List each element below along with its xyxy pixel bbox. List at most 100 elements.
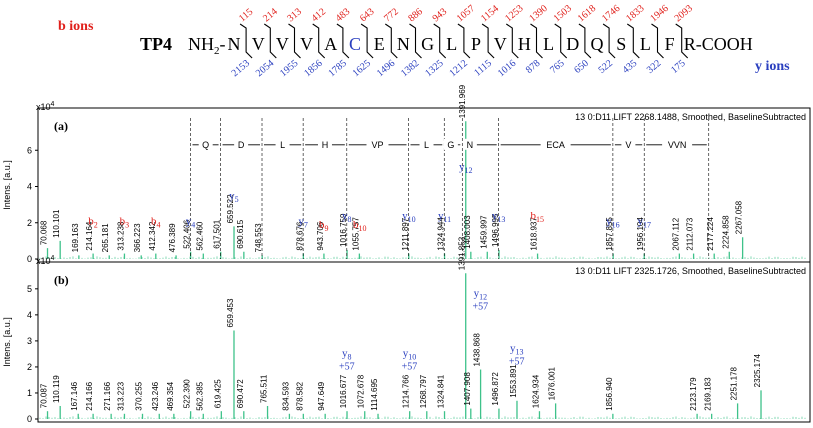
ion-index: 7 <box>304 221 308 230</box>
peak-label: 1072.678 <box>357 374 366 408</box>
cleavage-bracket <box>457 23 471 59</box>
residue-label-bg <box>234 138 249 150</box>
ion-letter: b <box>88 216 94 228</box>
ion-annotation: b3 <box>120 216 130 230</box>
baseline-noise <box>39 256 806 259</box>
ion-index: 5 <box>235 195 239 204</box>
y-ion-mass: 1496 <box>375 58 397 79</box>
residue-label-bg <box>275 138 290 150</box>
ion-letter: y <box>342 348 348 360</box>
b-ion-mass: 214 <box>261 6 280 24</box>
y-scale-base: x10 <box>36 102 51 112</box>
peak-label: 947.649 <box>317 381 326 410</box>
b-ion-mass: 643 <box>358 6 377 24</box>
y-ion-mass: 1016 <box>496 58 518 79</box>
peak-label: 214.164 <box>85 221 94 250</box>
b-ion-mass: 313 <box>285 6 304 24</box>
panel-label: (b) <box>54 273 69 287</box>
residue-label-bg <box>443 138 458 150</box>
ion-index: 2 <box>94 221 98 230</box>
ion-modification: +57 <box>472 302 488 313</box>
ion-index: 11 <box>443 215 451 224</box>
peak-label: 2251.178 <box>730 366 739 400</box>
cleavage-bracket <box>312 23 326 59</box>
b-ion-mass: 1154 <box>479 3 501 24</box>
peak-label: 1324.841 <box>437 374 446 408</box>
peak-label: 2177.224 <box>706 217 715 251</box>
ion-index: 15 <box>536 215 544 224</box>
ion-annotation: y8 <box>342 210 352 224</box>
ion-annotation: y10 <box>403 348 417 362</box>
residue-4: V <box>300 34 313 54</box>
peak-label: 370.255 <box>134 381 143 410</box>
peak-label: 834.593 <box>281 381 290 410</box>
ion-annotation: y13 <box>510 342 524 356</box>
ion-letter: y <box>403 348 409 360</box>
peak-label: 167.146 <box>70 381 79 410</box>
peak-label: 1211.897 <box>401 217 410 250</box>
residue-10: L <box>446 34 457 54</box>
ion-letter: y <box>298 216 304 228</box>
peak-label: 2224.858 <box>721 215 730 249</box>
ion-index: 13 <box>497 215 505 224</box>
residue-track-label: Q <box>202 140 209 150</box>
peak-label: 1407.908 <box>463 372 472 406</box>
peak-label: 1391.969 <box>458 84 467 118</box>
y-scale-label: x104 <box>36 255 55 266</box>
peak-label: 110.119 <box>52 375 61 403</box>
b-ion-mass: 2093 <box>673 3 695 24</box>
residue-label-bg <box>419 138 434 150</box>
ion-index: 4 <box>156 221 160 230</box>
residue-track-label: V <box>625 140 631 150</box>
residue-3: V <box>276 34 289 54</box>
peak-label: 2067.112 <box>671 217 680 250</box>
b-ion-mass: 483 <box>334 6 353 24</box>
peak-label: 522.406 <box>183 219 192 248</box>
ion-index: 10 <box>408 215 416 224</box>
residue-track-label: ECA <box>546 140 565 150</box>
peak-label: 1857.855 <box>605 217 614 251</box>
peak-label: 1856.940 <box>605 377 614 411</box>
peak-label: 2325.174 <box>753 353 762 387</box>
peak-label: 878.582 <box>295 381 304 410</box>
y-tick-label: 4 <box>27 182 32 192</box>
ion-letter: y <box>510 342 516 354</box>
peak-label: 214.166 <box>85 381 94 410</box>
y-ion-mass: 1115 <box>472 58 494 79</box>
peak-label: 765.511 <box>260 374 269 403</box>
peak-label: 690.615 <box>236 219 245 248</box>
ion-annotation: y17 <box>637 216 651 230</box>
residue-label-bg <box>198 138 213 150</box>
peak-label: 423.246 <box>151 381 160 410</box>
ion-annotation: y10 <box>402 210 416 224</box>
ion-index: 13 <box>515 347 523 356</box>
residue-19: F <box>665 34 675 54</box>
residue-6: C <box>349 34 361 54</box>
peptide-sequence-diagram: b ions TP4 y ions NH2- N V V V A C E N G L P V H L D Q S L… <box>58 3 790 79</box>
residue-track-label: H <box>322 140 329 150</box>
y-tick-label: 2 <box>27 218 32 228</box>
b-ion-mass: 772 <box>382 6 401 24</box>
peak-label: 1496.872 <box>491 372 500 406</box>
peak-label: 1016.677 <box>339 374 348 408</box>
peak-label: 1391.853 <box>458 236 467 270</box>
y-ion-mass: 435 <box>621 58 640 76</box>
panel-label: (a) <box>54 119 68 133</box>
ion-letter: y <box>637 216 643 228</box>
cleavage-bracket <box>433 23 447 59</box>
peak-label: 1408.003 <box>463 215 472 249</box>
ion-letter: y <box>229 190 235 202</box>
peak-label: 1676.001 <box>548 366 557 400</box>
ion-annotation: b4 <box>151 216 161 230</box>
b-ion-mass: 1057 <box>455 3 477 24</box>
y-ion-mass: 1785 <box>326 58 348 79</box>
peak-label: 2112.073 <box>686 217 695 250</box>
y-ion-mass: 650 <box>572 58 591 76</box>
peak-label: 1618.937 <box>530 217 539 251</box>
residue-track-label: D <box>238 140 245 150</box>
ion-index: 10 <box>359 224 367 233</box>
y-tick-label: 0 <box>27 414 32 424</box>
residue-2: V <box>252 34 265 54</box>
peak-label: 562.385 <box>195 381 204 410</box>
y-ions-title: y ions <box>755 59 790 74</box>
